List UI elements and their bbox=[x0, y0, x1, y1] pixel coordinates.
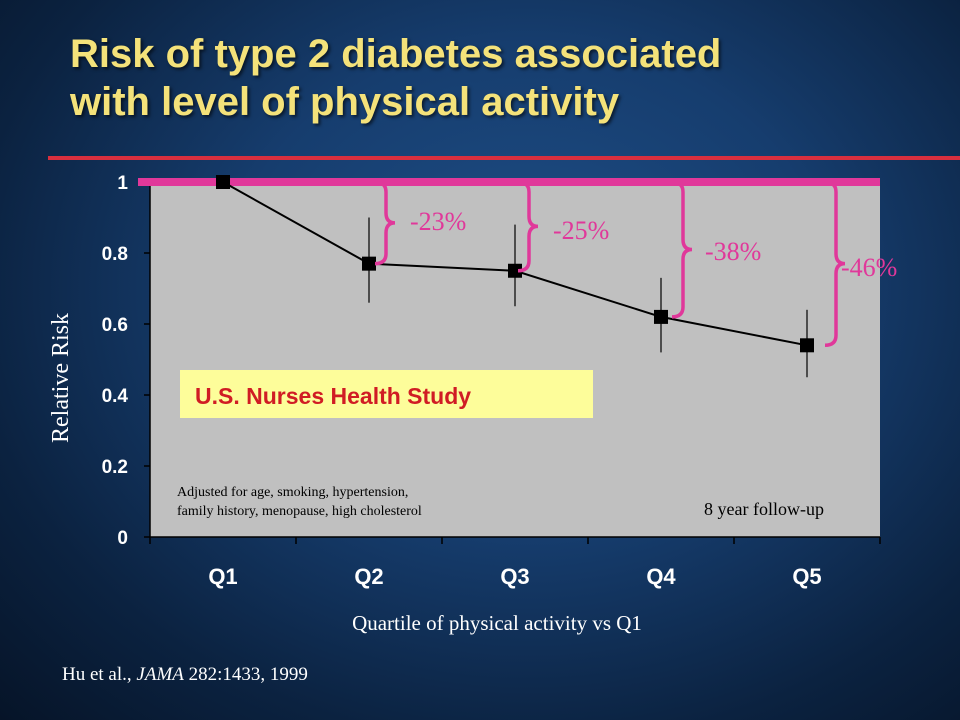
title-line-1: Risk of type 2 diabetes associated bbox=[70, 32, 722, 76]
data-point bbox=[800, 338, 814, 353]
data-point bbox=[362, 256, 376, 271]
y-tick-label: 0.6 bbox=[102, 315, 128, 336]
reduction-brackets: -23% -25% -38% -46% bbox=[374, 180, 897, 348]
y-tick-label: 0 bbox=[117, 528, 128, 549]
x-tick-label: Q1 bbox=[208, 564, 237, 589]
x-tick-label: Q5 bbox=[792, 564, 821, 589]
citation-authors: Hu et al., bbox=[62, 664, 137, 685]
citation-journal: JAMA bbox=[136, 664, 184, 685]
y-ticks: 0 0.2 0.4 0.6 0.8 1 bbox=[102, 173, 150, 549]
data-point bbox=[216, 175, 230, 189]
reduction-label: -25% bbox=[553, 216, 609, 245]
data-point bbox=[654, 309, 668, 324]
x-ticks: Q1 Q2 Q3 Q4 Q5 bbox=[149, 537, 881, 589]
citation: Hu et al., JAMA 282:1433, 1999 bbox=[62, 664, 308, 686]
reduction-label: -38% bbox=[705, 237, 761, 266]
title-divider bbox=[48, 156, 960, 160]
reduction-brace bbox=[824, 180, 846, 348]
reduction-brace bbox=[374, 180, 396, 266]
study-label-box bbox=[180, 370, 593, 418]
y-tick-label: 0.2 bbox=[102, 457, 128, 478]
x-tick-label: Q4 bbox=[646, 564, 676, 589]
citation-ref: 282:1433, 1999 bbox=[183, 664, 308, 685]
reduction-label: -46% bbox=[841, 253, 897, 282]
y-tick-label: 1 bbox=[117, 173, 128, 194]
study-label: U.S. Nurses Health Study bbox=[195, 383, 471, 409]
data-markers bbox=[216, 175, 814, 353]
reduction-brace bbox=[517, 180, 539, 273]
slide-title: Risk of type 2 diabetes associated with … bbox=[70, 30, 930, 126]
followup-note: 8 year follow-up bbox=[704, 499, 824, 519]
y-axis-label: Relative Risk bbox=[48, 313, 74, 443]
x-tick-label: Q3 bbox=[500, 564, 529, 589]
adjustment-note-line-1: Adjusted for age, smoking, hypertension, bbox=[177, 485, 408, 500]
y-tick-label: 0.8 bbox=[102, 244, 128, 265]
y-tick-label: 0.4 bbox=[102, 386, 129, 407]
axes bbox=[149, 182, 880, 538]
x-axis-label: Quartile of physical activity vs Q1 bbox=[352, 611, 642, 635]
title-line-2: with level of physical activity bbox=[70, 80, 620, 124]
reduction-brace bbox=[671, 180, 693, 319]
adjustment-note-line-2: family history, menopause, high choleste… bbox=[177, 504, 422, 519]
reduction-label: -23% bbox=[410, 207, 466, 236]
data-point bbox=[508, 263, 522, 278]
x-tick-label: Q2 bbox=[354, 564, 383, 589]
